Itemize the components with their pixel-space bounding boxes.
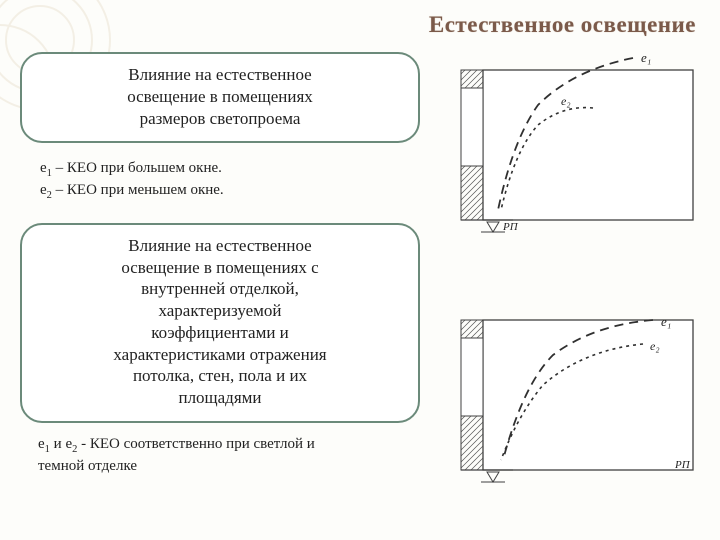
diagram-window-size: е₁ е₂ РП bbox=[443, 50, 708, 265]
keo-line-2: е2 – КЕО при меньшем окне. bbox=[40, 181, 410, 203]
diagram1-e2-label: е₂ bbox=[561, 94, 571, 108]
box1-line3: размеров светопроема bbox=[38, 108, 402, 130]
box1-line2: освещение в помещениях bbox=[38, 86, 402, 108]
box2-line7: потолка, стен, пола и их bbox=[38, 365, 402, 387]
callout-box-1: Влияние на естественное освещение в поме… bbox=[20, 52, 420, 143]
left-column: Влияние на естественное освещение в поме… bbox=[20, 52, 420, 476]
fn-b: - КЕО соответственно при светлой и bbox=[77, 436, 314, 452]
footnote: е1 и е2 - КЕО соответственно при светлой… bbox=[20, 435, 420, 476]
box2-line1: Влияние на естественное bbox=[38, 235, 402, 257]
fn-e1: е bbox=[38, 436, 45, 452]
diagram-surface-reflectance: е₁ е₂ РП bbox=[443, 300, 708, 515]
box2-line5: коэффициентами и bbox=[38, 322, 402, 344]
diagram2-rp-label: РП bbox=[674, 459, 691, 471]
box2-line2: освещение в помещениях с bbox=[38, 257, 402, 279]
diagram2-e2-label: е₂ bbox=[650, 339, 660, 353]
keo-rest2: – КЕО при меньшем окне. bbox=[52, 182, 224, 198]
diagram1-rp-label: РП bbox=[502, 221, 519, 233]
keo-line-1: е1 – КЕО при большем окне. bbox=[40, 159, 410, 181]
keo-definitions: е1 – КЕО при большем окне. е2 – КЕО при … bbox=[20, 157, 420, 213]
keo-rest1: – КЕО при большем окне. bbox=[52, 160, 222, 176]
diagram1-e1-label: е₁ bbox=[641, 50, 651, 65]
keo-e: е bbox=[40, 160, 47, 176]
slide-title: Естественное освещение bbox=[429, 12, 696, 38]
box2-line3: внутренней отделкой, bbox=[38, 278, 402, 300]
box1-line1: Влияние на естественное bbox=[38, 64, 402, 86]
box2-line4: характеризуемой bbox=[38, 300, 402, 322]
fn-mid: и е bbox=[50, 436, 72, 452]
box2-line8: площадями bbox=[38, 387, 402, 409]
fn-c: темной отделке bbox=[38, 458, 137, 474]
keo-e2: е bbox=[40, 182, 47, 198]
callout-box-2: Влияние на естественное освещение в поме… bbox=[20, 223, 420, 423]
box2-line6: характеристиками отражения bbox=[38, 344, 402, 366]
diagram2-e1-label: е₁ bbox=[661, 314, 671, 329]
